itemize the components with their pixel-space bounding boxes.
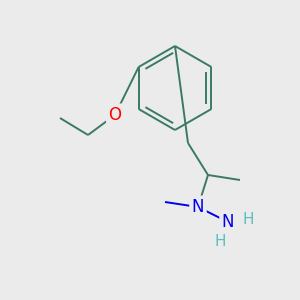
- Text: O: O: [109, 106, 122, 124]
- Text: H: H: [242, 212, 254, 227]
- Text: H: H: [214, 235, 226, 250]
- Text: N: N: [192, 198, 204, 216]
- Text: N: N: [222, 213, 234, 231]
